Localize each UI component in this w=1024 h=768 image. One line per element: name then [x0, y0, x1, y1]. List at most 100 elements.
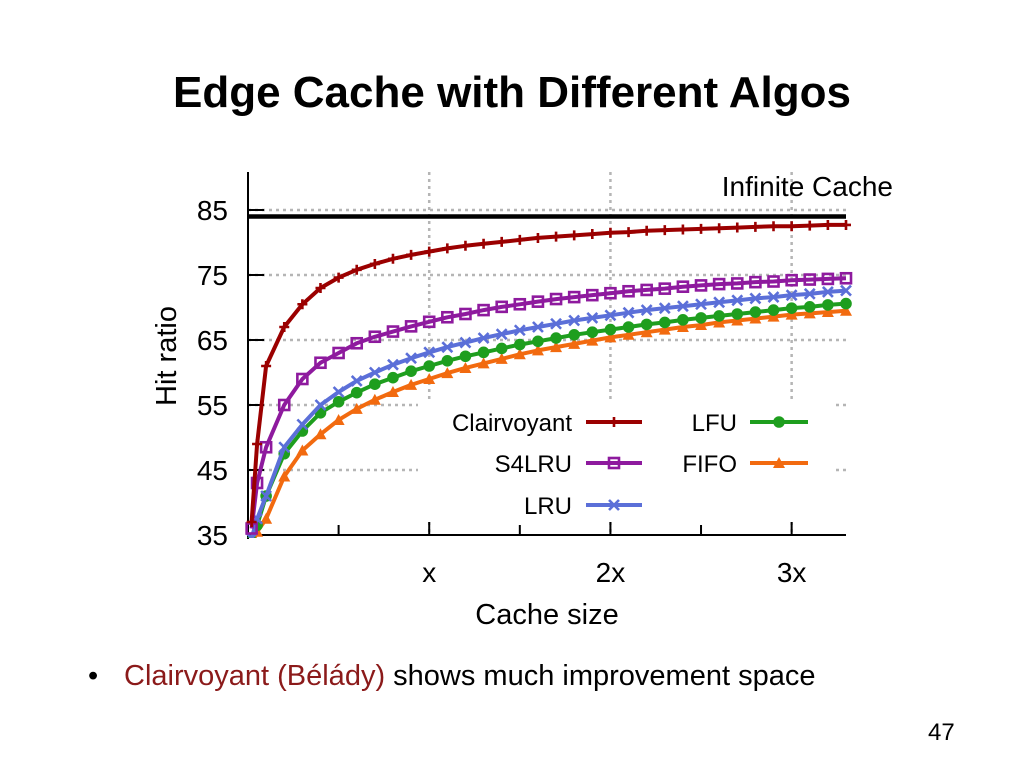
data-point [749, 306, 762, 318]
data-point [441, 355, 454, 367]
data-point [676, 321, 689, 332]
data-point [821, 285, 834, 298]
data-point [731, 294, 744, 307]
bullet-text: shows much improvement space [385, 660, 816, 692]
data-point [368, 393, 381, 405]
data-point [513, 324, 526, 337]
data-point [423, 360, 436, 372]
data-point [495, 328, 508, 341]
data-point [568, 314, 581, 327]
data-point [658, 323, 671, 335]
data-point [277, 398, 291, 412]
data-point [568, 329, 580, 341]
data-point [404, 320, 418, 333]
data-point [821, 272, 835, 286]
data-point [803, 287, 816, 300]
data-point [749, 312, 762, 324]
data-point [332, 386, 345, 398]
data-point [532, 335, 544, 348]
data-point [569, 230, 580, 241]
legend-label: LRU [524, 493, 572, 520]
y-tick-label: 75 [197, 260, 228, 291]
data-point [332, 346, 345, 360]
data-point [696, 223, 707, 234]
data-point [604, 331, 617, 343]
data-point [423, 346, 436, 359]
data-point [604, 286, 617, 300]
bullet-highlight: Clairvoyant (Bélády) [124, 660, 386, 692]
data-point [368, 330, 382, 344]
data-point [333, 272, 344, 283]
data-point [712, 277, 726, 291]
data-point [314, 428, 327, 440]
data-point [459, 307, 472, 321]
data-point [386, 386, 399, 397]
data-point [609, 417, 619, 427]
data-point [369, 378, 381, 391]
data-point [658, 302, 671, 315]
data-point [442, 243, 453, 254]
data-point [551, 231, 562, 242]
data-point [246, 539, 258, 550]
data-point [750, 221, 761, 232]
data-point [387, 253, 398, 264]
legend-label: S4LRU [495, 451, 572, 478]
data-point [767, 291, 780, 304]
data-point [246, 517, 257, 527]
data-point [773, 457, 785, 468]
data-point [713, 316, 726, 328]
x-tick-label: 3x [777, 557, 807, 588]
data-point [677, 314, 689, 326]
data-point [495, 342, 508, 355]
data-point [640, 318, 653, 331]
data-point [659, 225, 670, 236]
slide-title: Edge Cache with Different Algos [172, 68, 851, 117]
data-point [550, 317, 562, 330]
data-point [514, 234, 525, 245]
data-point [405, 378, 418, 390]
data-point [587, 229, 598, 240]
data-point [314, 399, 327, 411]
infinite-cache-reference: Infinite Cache [248, 171, 893, 219]
data-point [749, 292, 762, 305]
data-point [622, 328, 635, 340]
data-point [350, 402, 363, 414]
data-point [640, 304, 653, 317]
data-point [767, 304, 780, 316]
infinite-cache-label: Infinite Cache [722, 171, 893, 202]
data-point [350, 375, 363, 387]
data-point [332, 413, 345, 425]
series-lines [245, 219, 853, 550]
x-tick-label: x [422, 557, 436, 588]
data-point [567, 290, 581, 304]
data-point [641, 225, 652, 236]
tick-labels: 35 45 55 65 75 85 x 2x 3x [197, 195, 807, 588]
data-point [315, 283, 326, 293]
data-point [640, 326, 653, 338]
data-point [605, 227, 616, 238]
data-point [459, 361, 472, 373]
data-point [676, 300, 689, 313]
data-point [840, 284, 852, 297]
data-point [259, 440, 273, 454]
data-point [768, 221, 779, 232]
data-point [785, 273, 798, 287]
data-point [441, 341, 454, 354]
data-point [495, 352, 508, 364]
data-point [676, 280, 690, 294]
data-point [532, 321, 544, 333]
data-point [460, 240, 471, 251]
data-point [586, 326, 599, 339]
data-point [840, 297, 852, 310]
data-point [822, 299, 834, 311]
data-point [405, 365, 417, 378]
y-tick-label: 85 [197, 195, 228, 226]
data-point [550, 341, 563, 353]
y-axis-label: Hit ratio [151, 306, 183, 406]
series-clairvoyant [246, 219, 851, 527]
data-point [261, 361, 272, 371]
data-point [441, 310, 454, 324]
data-point [803, 307, 816, 319]
data-point [731, 308, 744, 320]
